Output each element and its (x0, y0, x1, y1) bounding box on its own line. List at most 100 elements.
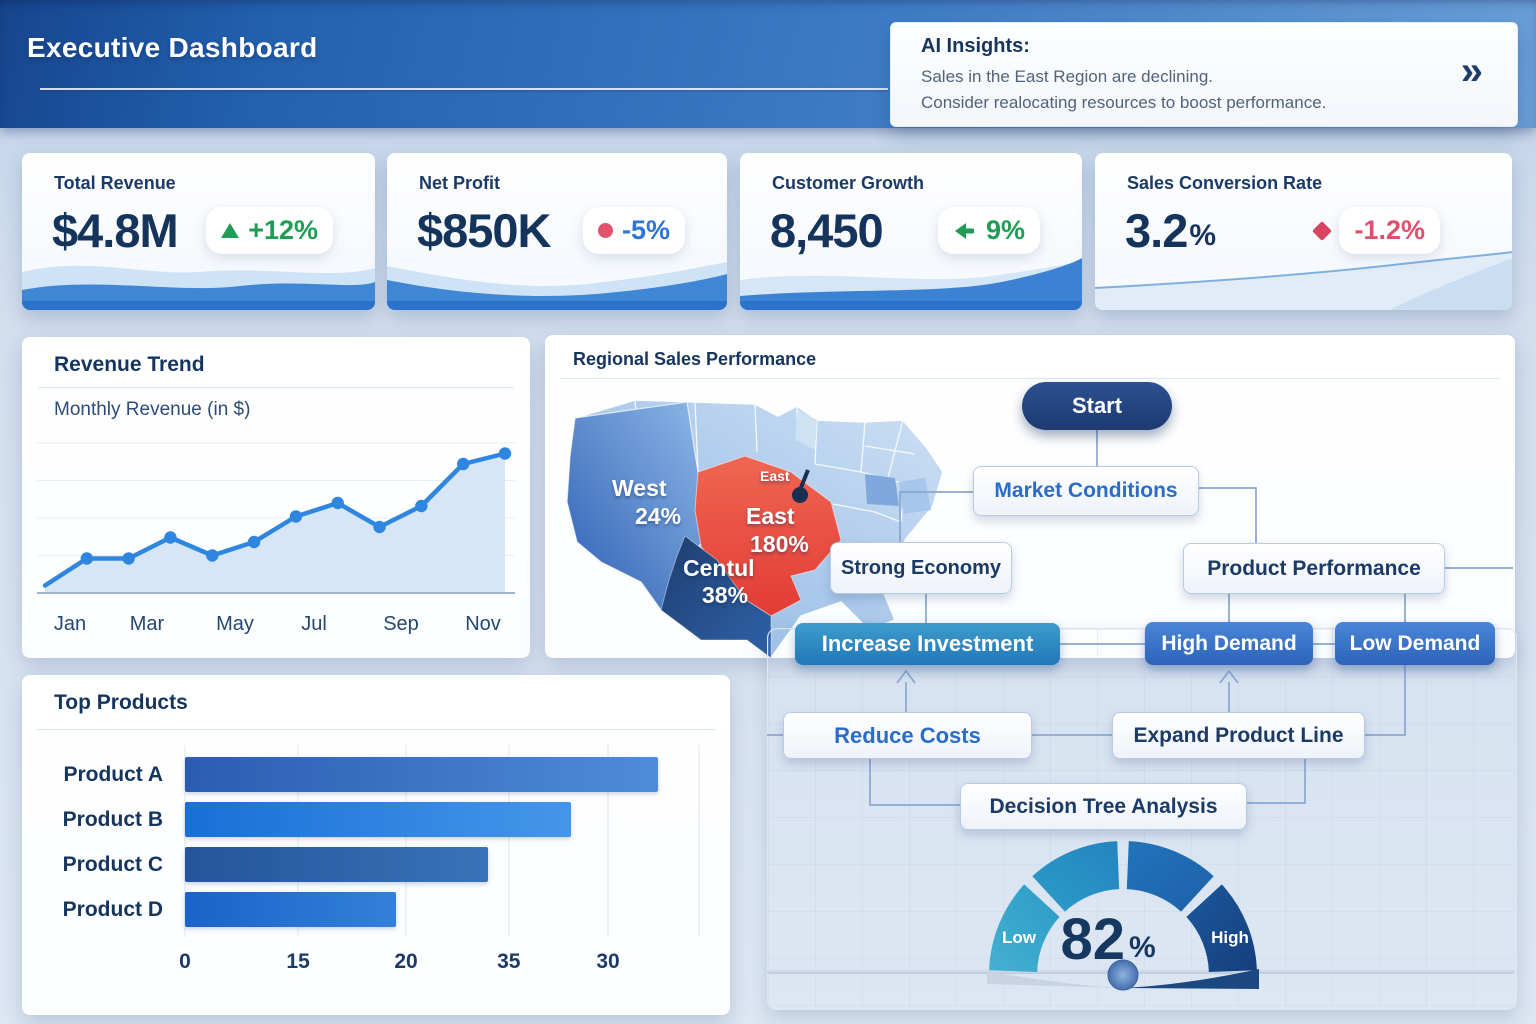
flow-node-strong-economy[interactable]: Strong Economy (830, 542, 1012, 594)
kpi-card-net-profit: Net Profit $850K -5% (387, 153, 727, 310)
flow-node-increase-investment[interactable]: Increase Investment (795, 623, 1060, 665)
flow-node-market-conditions[interactable]: Market Conditions (973, 466, 1199, 516)
flow-node-reduce-costs[interactable]: Reduce Costs (783, 712, 1032, 759)
revenue-trend-title: Revenue Trend (54, 353, 205, 376)
data-point (331, 496, 344, 510)
top-products-title: Top Products (54, 691, 188, 714)
month-label: Jul (301, 613, 327, 635)
ai-insights-title: AI Insights: (921, 35, 1030, 57)
gauge-segment-2 (1032, 841, 1120, 912)
wave-decoration (387, 262, 727, 310)
revenue-trend-subtitle: Monthly Revenue (in $) (54, 399, 251, 420)
gauge-high-label: High (1211, 928, 1249, 947)
flow-node-start[interactable]: Start (1022, 382, 1172, 430)
x-axis-ticks: 0 15 20 35 30 (179, 950, 699, 978)
green-arrow-icon (954, 222, 974, 239)
top-products-chart: Product A Product B Product C Product D … (52, 745, 700, 975)
kpi-value: 8,450 (770, 204, 884, 257)
data-point (206, 549, 219, 562)
wave-decoration (1095, 251, 1512, 310)
flow-node-product-performance[interactable]: Product Performance (1183, 543, 1445, 594)
gauge-low-label: Low (1002, 928, 1037, 947)
map-pin-stem (798, 469, 810, 491)
month-axis: Jan Mar May Jul Sep Nov (22, 613, 530, 639)
gauge-segment-1 (989, 884, 1060, 972)
gauge-unit: % (1129, 931, 1156, 964)
month-label: Nov (465, 613, 501, 635)
flow-node-high-demand[interactable]: High Demand (1145, 622, 1313, 665)
kpi-card-total-revenue: Total Revenue $4.8M +12% (22, 153, 375, 310)
divider (38, 387, 514, 388)
data-point (456, 457, 470, 471)
region-value-east: 180% (750, 531, 809, 557)
bar-row: Product C (52, 847, 700, 882)
kpi-value: 3.2 (1125, 204, 1188, 257)
gridline (607, 745, 609, 937)
red-diamond-icon (1312, 220, 1333, 241)
region-name-east: East (746, 503, 795, 529)
revenue-trend-card: Revenue Trend Monthly Revenue (in $) Jan… (22, 337, 530, 658)
gauge-segment-4 (1186, 884, 1257, 972)
category-label: Product B (62, 807, 163, 831)
axis-tick-label: 30 (596, 950, 620, 973)
delta-value: +12% (248, 215, 318, 245)
kpi-title: Total Revenue (54, 173, 176, 193)
map-region-west[interactable] (566, 401, 710, 612)
gauge-segment-3 (1126, 841, 1214, 912)
ai-insights-line-2: Consider realocating resources to boost … (921, 93, 1327, 112)
data-point (289, 510, 303, 523)
map-pin-label: East (760, 468, 790, 484)
kpi-card-sales-conversion-rate: Sales Conversion Rate 3.2 % -1.2% (1095, 153, 1512, 310)
month-label: Mar (129, 613, 165, 635)
category-label: Product C (62, 852, 163, 876)
data-point (80, 552, 94, 565)
region-value-west: 24% (635, 503, 682, 529)
bar-product-d (185, 892, 396, 927)
bar-product-c (185, 847, 489, 882)
divider (36, 729, 716, 730)
delta-badge: 9% (937, 207, 1040, 254)
month-label: May (216, 613, 254, 635)
flow-node-decision-tree-analysis[interactable]: Decision Tree Analysis (960, 783, 1247, 830)
kpi-title: Sales Conversion Rate (1127, 173, 1323, 193)
flow-node-expand-product-line[interactable]: Expand Product Line (1112, 712, 1365, 759)
ai-insights-line-1: Sales in the East Region are declining. (921, 67, 1214, 86)
data-point (373, 520, 386, 534)
region-value-centul: 38% (702, 582, 749, 608)
red-dot-icon (597, 223, 613, 238)
expand-insights-chevron-icon[interactable]: » (1460, 49, 1483, 93)
page-title: Executive Dashboard (27, 32, 318, 63)
divider (560, 378, 1500, 379)
data-point (415, 499, 428, 513)
axis-tick-label: 35 (497, 950, 521, 973)
map-pin-icon (792, 487, 808, 503)
data-point (122, 552, 135, 565)
regional-sales-title: Regional Sales Performance (573, 349, 817, 369)
gridline (405, 745, 407, 937)
bar-gridlines (184, 745, 700, 937)
category-label: Product D (62, 897, 163, 921)
top-products-card: Top Products Product A Product B Product… (22, 675, 730, 1015)
flow-node-low-demand[interactable]: Low Demand (1335, 622, 1495, 665)
kpi-value-suffix: % (1189, 218, 1217, 252)
delta-value: -1.2% (1354, 215, 1425, 245)
delta-value: -5% (621, 215, 670, 245)
revenue-line-chart (37, 442, 515, 594)
bar-product-b (185, 802, 571, 837)
category-label: Product A (63, 762, 163, 786)
map-region-centul[interactable] (660, 535, 772, 658)
gauge-knob (1107, 959, 1139, 991)
gauge-baseline-groove (767, 969, 1515, 974)
map-state (865, 474, 899, 506)
data-point (164, 531, 177, 544)
gauge-base-right (1123, 969, 1259, 989)
bar-product-a (185, 757, 658, 792)
bar-row: Product A (52, 757, 700, 792)
kpi-title: Net Profit (419, 173, 500, 193)
bar-row: Product B (52, 802, 700, 837)
data-point (498, 447, 512, 460)
ai-insights-card: AI Insights: Sales in the East Region ar… (890, 22, 1518, 127)
kpi-card-customer-growth: Customer Growth 8,450 9% (740, 153, 1082, 310)
axis-tick-label: 15 (286, 950, 310, 973)
